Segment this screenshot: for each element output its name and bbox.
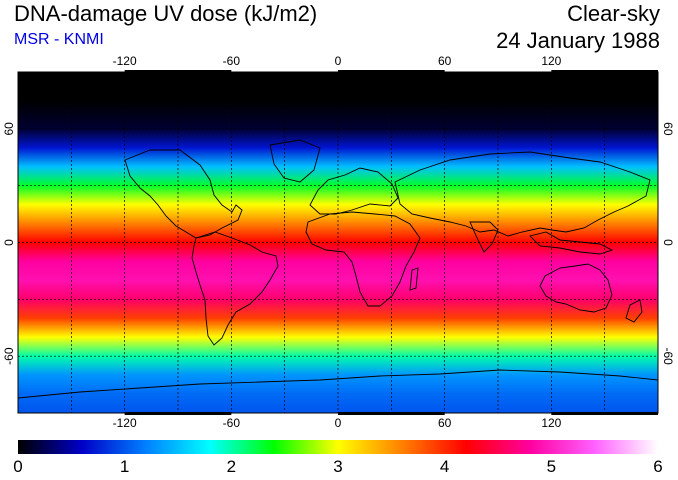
lat-label-left: 0 — [2, 239, 16, 246]
coastline-madagascar — [409, 267, 419, 291]
frame-bar — [551, 412, 658, 415]
coastlines — [17, 139, 659, 399]
frame-bar — [338, 70, 445, 73]
lat-label-left: 60 — [2, 122, 16, 136]
lat-label-right: 0 — [661, 239, 675, 246]
map-title: DNA-damage UV dose (kJ/m2) — [14, 1, 318, 26]
coastline-africa — [305, 211, 421, 307]
coastline-indonesia — [529, 231, 614, 255]
lon-label-bottom: 120 — [541, 416, 561, 430]
coastline-south-america — [191, 231, 279, 346]
lon-label-top: 60 — [438, 54, 452, 68]
lat-label-left: -60 — [2, 347, 16, 365]
lon-label-bottom: 0 — [335, 416, 342, 430]
colorbar-tick-label: 2 — [226, 457, 237, 476]
colorbar-tick-label: 0 — [13, 457, 23, 476]
sky-condition-label: Clear-sky — [567, 1, 660, 26]
date-label: 24 January 1988 — [496, 28, 660, 53]
colorbar-tick-label: 1 — [119, 457, 130, 476]
coastline-greenland — [269, 139, 321, 183]
coastline-india — [469, 221, 499, 253]
lat-label-right: 60 — [661, 122, 675, 136]
lon-label-top: -60 — [223, 54, 241, 68]
coastline-antarctica — [17, 369, 659, 399]
lon-label-bottom: -120 — [113, 416, 137, 430]
colorbar — [18, 440, 658, 454]
coastline-north-america — [124, 149, 243, 239]
frame-bar — [551, 70, 658, 73]
colorbar-tick-label: 6 — [653, 457, 663, 476]
frame-bar — [124, 70, 232, 73]
lon-label-top: 0 — [335, 54, 342, 68]
lon-label-bottom: -60 — [223, 416, 241, 430]
lat-label-right: -60 — [661, 347, 675, 365]
lon-label-bottom: 60 — [438, 416, 452, 430]
frame-bar — [124, 412, 232, 415]
colorbar-tick-label: 4 — [439, 457, 450, 476]
lon-label-top: 120 — [541, 54, 561, 68]
graticule — [18, 72, 658, 413]
coastline-australia — [539, 263, 613, 313]
lon-label-top: -120 — [113, 54, 137, 68]
coastline-new-zealand — [625, 299, 643, 323]
axis-labels: -120 -120 -60 -60 0 0 60 60 120 120 60 60 0 0 -60 -60 — [2, 54, 675, 430]
colorbar-tick-label: 5 — [546, 457, 557, 476]
source-label: MSR - KNMI — [14, 31, 104, 48]
colorbar-tick-label: 3 — [333, 457, 343, 476]
frame-bar — [338, 412, 445, 415]
coastline-asia — [394, 151, 651, 237]
